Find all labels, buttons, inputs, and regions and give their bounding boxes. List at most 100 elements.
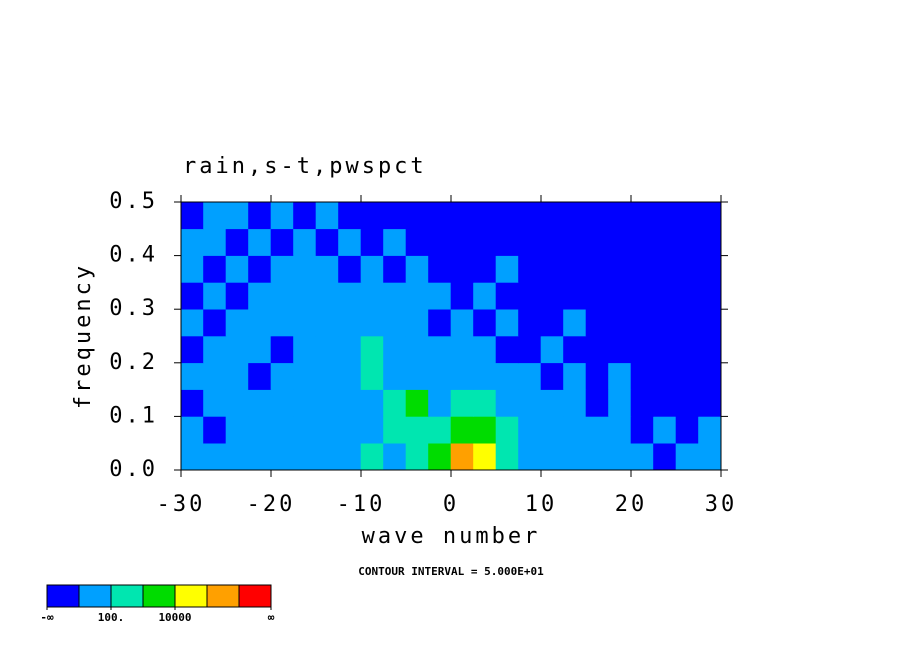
cell <box>563 335 587 364</box>
cell <box>428 389 452 417</box>
cell <box>698 362 722 390</box>
cell <box>428 362 452 390</box>
chart-title: rain,s-t,pwspct <box>183 154 427 179</box>
cell <box>315 308 339 337</box>
cell <box>180 201 204 230</box>
cell <box>315 282 339 310</box>
cell <box>540 228 564 256</box>
cell <box>450 201 474 230</box>
cell <box>203 228 227 256</box>
cell <box>518 442 542 471</box>
cell <box>428 308 452 337</box>
y-tick-label: 0.3 <box>109 296 158 321</box>
cell <box>360 255 384 283</box>
cell <box>518 255 542 283</box>
cell <box>540 362 564 390</box>
cell <box>248 228 272 256</box>
cell <box>563 201 587 230</box>
cell <box>653 335 677 364</box>
cell <box>180 362 204 390</box>
y-tick-label: 0.2 <box>109 350 158 375</box>
cell <box>698 416 722 444</box>
cell <box>315 201 339 230</box>
cell <box>360 308 384 337</box>
cell <box>473 228 497 256</box>
x-tick-label: -20 <box>247 492 296 517</box>
cell <box>608 442 632 471</box>
cell <box>270 389 294 417</box>
cell <box>225 416 249 444</box>
cell <box>315 389 339 417</box>
cell <box>675 201 699 230</box>
cell <box>428 442 452 471</box>
cell <box>203 416 227 444</box>
x-tick-label: 20 <box>615 492 648 517</box>
cell <box>608 389 632 417</box>
cell <box>653 389 677 417</box>
cell <box>360 282 384 310</box>
cell <box>518 389 542 417</box>
cell <box>518 201 542 230</box>
x-tick-label: -10 <box>337 492 386 517</box>
cell <box>225 308 249 337</box>
cell <box>383 228 407 256</box>
cell <box>675 442 699 471</box>
cell <box>540 308 564 337</box>
cell <box>450 255 474 283</box>
cell <box>248 201 272 230</box>
cell <box>698 335 722 364</box>
cell <box>405 416 429 444</box>
cell <box>270 255 294 283</box>
cell <box>608 255 632 283</box>
annotation: CONTOUR INTERVAL = 5.000E+01 <box>358 565 544 578</box>
cell <box>270 442 294 471</box>
cell <box>563 416 587 444</box>
cell <box>518 335 542 364</box>
cell <box>428 416 452 444</box>
cell <box>383 308 407 337</box>
colorbar-label: ∞ <box>268 611 275 624</box>
cell <box>428 201 452 230</box>
cell <box>203 282 227 310</box>
cell <box>495 416 519 444</box>
cell <box>675 389 699 417</box>
cell <box>180 335 204 364</box>
cell <box>698 228 722 256</box>
cell <box>225 335 249 364</box>
cell <box>180 228 204 256</box>
cell <box>518 282 542 310</box>
cell <box>698 389 722 417</box>
cell <box>473 308 497 337</box>
cell <box>203 389 227 417</box>
cell <box>540 255 564 283</box>
cell <box>315 362 339 390</box>
cell <box>540 416 564 444</box>
cell <box>405 442 429 471</box>
cell <box>360 389 384 417</box>
cell <box>698 282 722 310</box>
y-tick-label: 0.1 <box>109 403 158 428</box>
cell <box>653 362 677 390</box>
colorbar-box <box>238 584 272 608</box>
colorbar-box <box>206 584 240 608</box>
cell <box>450 335 474 364</box>
cell <box>473 335 497 364</box>
cell <box>293 442 317 471</box>
cell <box>630 335 654 364</box>
cell <box>473 416 497 444</box>
cell <box>338 416 362 444</box>
cell <box>383 282 407 310</box>
x-tick-label: -30 <box>157 492 206 517</box>
cell <box>653 201 677 230</box>
cell <box>653 308 677 337</box>
cell <box>293 335 317 364</box>
cell <box>450 416 474 444</box>
cell <box>315 335 339 364</box>
cell <box>383 416 407 444</box>
cell <box>338 362 362 390</box>
cell <box>383 362 407 390</box>
cell <box>473 201 497 230</box>
cell <box>270 282 294 310</box>
cell <box>495 228 519 256</box>
cell <box>180 442 204 471</box>
